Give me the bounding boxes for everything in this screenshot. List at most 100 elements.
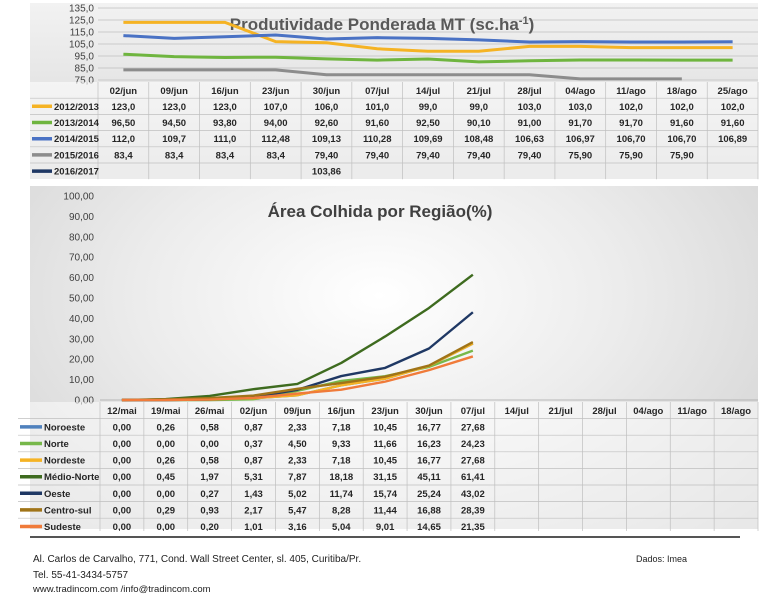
data-label: 112,0 bbox=[112, 134, 135, 145]
data-label: 0,00 bbox=[113, 505, 132, 516]
data-label: 14,65 bbox=[417, 522, 441, 531]
x-tick-label: 21/jul bbox=[548, 406, 572, 417]
data-label: 91,60 bbox=[670, 118, 694, 129]
footer-web: www.tradincom.com /info@tradincom.com bbox=[33, 584, 211, 595]
data-label: 103,0 bbox=[518, 102, 542, 113]
data-label: 101,0 bbox=[365, 102, 389, 113]
data-label: 110,28 bbox=[363, 134, 392, 145]
data-label: 0,26 bbox=[157, 422, 176, 433]
data-label: 1,97 bbox=[200, 472, 219, 483]
data-label: 0,87 bbox=[244, 456, 263, 467]
data-label: 0,00 bbox=[113, 439, 132, 450]
data-label: 0,87 bbox=[244, 422, 263, 433]
data-label: 0,26 bbox=[157, 456, 176, 467]
x-tick-label: 11/ago bbox=[616, 86, 646, 97]
x-tick-label: 30/jun bbox=[313, 86, 341, 97]
data-label: 109,69 bbox=[413, 134, 442, 145]
y-tick-label: 125,0 bbox=[69, 16, 94, 27]
x-tick-label: 14/jul bbox=[505, 406, 529, 417]
x-tick-label: 07/jul bbox=[461, 406, 485, 417]
data-label: 91,60 bbox=[721, 118, 745, 129]
harvest-area-chart: 100,00 90,00 80,00 70,00 60,00 50,00 40,00 30,0… bbox=[18, 192, 759, 531]
data-label: 91,00 bbox=[518, 118, 542, 129]
data-label: 108,48 bbox=[464, 134, 493, 145]
series-line bbox=[123, 20, 733, 53]
data-label: 90,10 bbox=[467, 118, 491, 129]
data-label: 93,80 bbox=[213, 118, 237, 129]
data-label: 0,00 bbox=[113, 422, 132, 433]
data-label: 4,50 bbox=[288, 439, 307, 450]
data-label: 83,4 bbox=[266, 150, 285, 161]
x-tick-label: 07/jul bbox=[365, 86, 389, 97]
data-label: 79,40 bbox=[467, 150, 491, 161]
data-label: 9,33 bbox=[332, 439, 351, 450]
x-tick-label: 28/jul bbox=[517, 86, 541, 97]
data-label: 18,18 bbox=[329, 472, 353, 483]
data-label: 0,00 bbox=[157, 439, 176, 450]
data-label: 79,40 bbox=[315, 150, 339, 161]
x-tick-label: 02/jun bbox=[240, 406, 268, 417]
data-label: 0,29 bbox=[157, 505, 176, 516]
data-label: 123,0 bbox=[162, 102, 186, 113]
y-tick-label: 10,00 bbox=[69, 375, 94, 386]
data-label: 79,40 bbox=[518, 150, 542, 161]
x-tick-label: 16/jun bbox=[328, 406, 356, 417]
data-label: 16,77 bbox=[417, 422, 441, 433]
data-label: 11,66 bbox=[374, 439, 397, 450]
data-label: 25,24 bbox=[417, 489, 441, 500]
x-tick-label: 19/mai bbox=[151, 406, 181, 417]
data-label: 0,37 bbox=[244, 439, 263, 450]
data-label: 9,01 bbox=[376, 522, 395, 531]
y-tick-label: 95,0 bbox=[75, 52, 95, 63]
chart-title: Área Colhida por Região(%) bbox=[268, 202, 493, 221]
data-label: 28,39 bbox=[461, 505, 485, 516]
x-tick-label: 12/mai bbox=[107, 406, 137, 417]
data-label: 75,90 bbox=[619, 150, 643, 161]
data-label: 91,70 bbox=[568, 118, 592, 129]
data-label: 92,50 bbox=[416, 118, 440, 129]
x-tick-label: 04/ago bbox=[633, 406, 663, 417]
data-label: 106,97 bbox=[566, 134, 595, 145]
data-label: 5,47 bbox=[288, 505, 307, 516]
data-label: 112,48 bbox=[261, 134, 290, 145]
y-tick-label: 70,00 bbox=[69, 253, 94, 264]
legend-label: Norte bbox=[44, 439, 69, 450]
x-tick-label: 21/jul bbox=[467, 86, 491, 97]
data-label: 0,00 bbox=[157, 522, 176, 531]
legend-label: Médio-Norte bbox=[44, 472, 99, 483]
data-label: 102,0 bbox=[619, 102, 643, 113]
x-tick-label: 11/ago bbox=[677, 406, 707, 417]
data-label: 0,93 bbox=[200, 505, 219, 516]
legend-label: Nordeste bbox=[44, 456, 85, 467]
x-tick-label: 30/jun bbox=[415, 406, 443, 417]
x-tick-label: 23/jun bbox=[371, 406, 399, 417]
x-tick-label: 09/jun bbox=[284, 406, 312, 417]
data-label: 27,68 bbox=[461, 456, 485, 467]
y-tick-label: 80,00 bbox=[69, 232, 94, 243]
data-label: 0,00 bbox=[113, 472, 132, 483]
data-label: 99,0 bbox=[419, 102, 438, 113]
x-tick-label: 25/ago bbox=[718, 86, 748, 97]
data-label: 16,77 bbox=[417, 456, 441, 467]
y-tick-label: 50,00 bbox=[69, 294, 94, 305]
data-label: 0,58 bbox=[200, 422, 219, 433]
data-label: 0,00 bbox=[157, 489, 176, 500]
footer-source: Dados: Imea bbox=[636, 554, 688, 564]
x-tick-label: 18/ago bbox=[721, 406, 751, 417]
data-label: 91,70 bbox=[619, 118, 643, 129]
x-tick-label: 14/jul bbox=[416, 86, 440, 97]
data-label: 5,04 bbox=[332, 522, 351, 531]
x-tick-label: 23/jun bbox=[262, 86, 290, 97]
footer-address: Al. Carlos de Carvalho, 771, Cond. Wall … bbox=[33, 554, 362, 565]
series-line bbox=[123, 52, 733, 64]
y-tick-label: 75,0 bbox=[75, 76, 95, 87]
data-label: 15,74 bbox=[373, 489, 397, 500]
data-label: 2,17 bbox=[244, 505, 263, 516]
y-tick-label: 20,00 bbox=[69, 355, 94, 366]
data-label: 5,02 bbox=[288, 489, 307, 500]
data-label: 79,40 bbox=[365, 150, 389, 161]
legend-label: 2013/2014 bbox=[54, 118, 100, 129]
data-label: 83,4 bbox=[114, 150, 133, 161]
data-label: 11,74 bbox=[330, 489, 354, 500]
x-tick-label: 28/jul bbox=[592, 406, 616, 417]
